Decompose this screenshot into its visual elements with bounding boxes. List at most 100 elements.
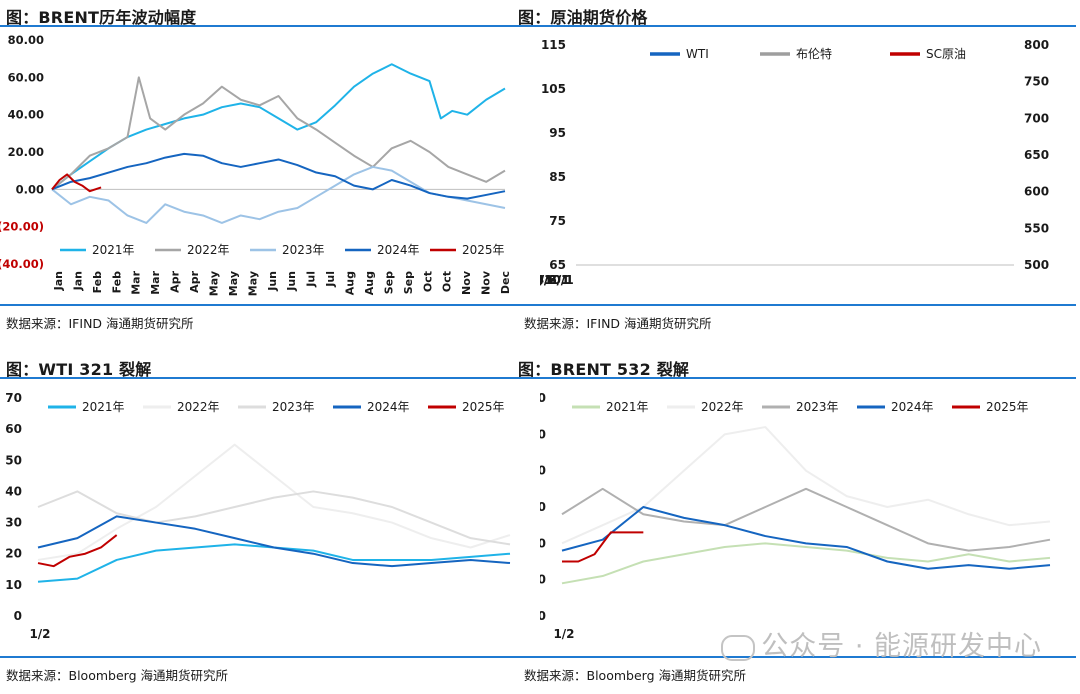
y-tick-label: 50 bbox=[540, 427, 546, 441]
y-tick-label: 40 bbox=[540, 464, 546, 478]
legend-label: 布伦特 bbox=[796, 46, 832, 61]
x-tick-label: 1/2 bbox=[29, 627, 50, 641]
series-line bbox=[561, 542, 1051, 585]
y-tick-label: 40.00 bbox=[8, 108, 44, 122]
y-tick-label: (20.00) bbox=[0, 220, 44, 234]
series-line bbox=[37, 515, 511, 568]
x-tick-label: May bbox=[246, 271, 259, 296]
title-rule bbox=[0, 377, 530, 379]
y-left-tick-label: 85 bbox=[549, 170, 566, 184]
legend-label: 2024年 bbox=[891, 400, 934, 414]
x-tick-label: Sep bbox=[382, 271, 395, 294]
source-text: 数据来源：IFIND 海通期货研究所 bbox=[6, 316, 194, 331]
x-tick-label: Jan bbox=[71, 271, 84, 291]
x-tick-label: Jun bbox=[285, 271, 298, 292]
y-left-tick-label: 75 bbox=[549, 214, 566, 228]
x-tick-label: Oct bbox=[421, 271, 434, 292]
y-left-tick-label: 65 bbox=[549, 258, 566, 272]
y-right-tick-label: 600 bbox=[1024, 185, 1049, 199]
brent-532-crack-chart: 60 50 40 30 20 10 0 1/2 2021年 2022年 2023年 2024年 2025… bbox=[540, 391, 1051, 641]
x-tick-label: May bbox=[227, 271, 240, 296]
legend-label: 2025年 bbox=[462, 243, 505, 257]
y-tick-label: 60.00 bbox=[8, 70, 44, 84]
x-tick-label: Feb bbox=[110, 271, 123, 294]
source-text: 数据来源：IFIND 海通期货研究所 bbox=[524, 316, 712, 331]
y-tick-label: 20 bbox=[5, 547, 22, 561]
series-line bbox=[561, 487, 1051, 552]
x-tick-label: Oct bbox=[441, 271, 454, 292]
x-tick-label: 2025/2/1 bbox=[540, 273, 569, 287]
y-tick-label: 80.00 bbox=[8, 33, 44, 47]
legend-label: 2025年 bbox=[462, 400, 505, 414]
series-line bbox=[51, 63, 506, 191]
y-tick-label: 20 bbox=[540, 536, 546, 550]
series-line bbox=[561, 426, 1051, 545]
y-left-tick-label: 105 bbox=[541, 82, 566, 96]
brent-532-crack-title: 图：BRENT 532 裂解 bbox=[518, 360, 690, 379]
legend-label: 2023年 bbox=[282, 243, 325, 257]
x-tick-label: Sep bbox=[402, 271, 415, 294]
source-text: 数据来源：Bloomberg 海通期货研究所 bbox=[524, 668, 746, 683]
x-tick-label: Aug bbox=[363, 271, 376, 295]
brent-volatility-chart: 80.00 60.00 40.00 20.00 0.00 (20.00) (40.00) Ja… bbox=[0, 33, 512, 296]
y-tick-label: 0.00 bbox=[16, 182, 44, 196]
y-tick-label: 30 bbox=[5, 516, 22, 530]
crude-futures-chart: 115 105 95 85 75 65 800 750 700 650 600 550 500 2023/… bbox=[540, 38, 1049, 287]
series-line bbox=[562, 531, 644, 563]
legend-label: 2022年 bbox=[701, 400, 744, 414]
x-tick-label: Jan bbox=[52, 271, 65, 291]
legend-label: 2021年 bbox=[92, 243, 135, 257]
x-tick-label: 2024/10/1 bbox=[540, 273, 574, 287]
wti-321-crack-panel: 图：WTI 321 裂解 70 60 50 40 30 20 10 0 1/2 2021年 2022… bbox=[0, 352, 540, 694]
source-rule bbox=[518, 304, 1076, 306]
series-line bbox=[51, 173, 102, 193]
y-right-tick-label: 650 bbox=[1024, 148, 1049, 162]
x-tick-label: Jun bbox=[266, 271, 279, 292]
y-left-tick-label: 95 bbox=[549, 126, 566, 140]
legend-label: 2022年 bbox=[187, 243, 230, 257]
legend-label: 2024年 bbox=[377, 243, 420, 257]
x-tick-label: Nov bbox=[460, 270, 473, 295]
x-tick-label: Jul bbox=[305, 271, 318, 288]
watermark-text: 公众号 · 能源研发中心 bbox=[761, 631, 1042, 662]
y-tick-label: 10 bbox=[5, 578, 22, 592]
x-tick-label: 1/2 bbox=[553, 627, 574, 641]
brent-532-crack-panel: 图：BRENT 532 裂解 60 50 40 30 20 10 0 1/2 2021年 2022… bbox=[518, 352, 1080, 694]
series-line bbox=[51, 152, 506, 200]
y-right-tick-label: 750 bbox=[1024, 75, 1049, 89]
x-tick-label: 2023/6/1 bbox=[540, 273, 569, 287]
source-text: 数据来源：Bloomberg 海通期货研究所 bbox=[6, 668, 228, 683]
watermark: 公众号 · 能源研发中心 bbox=[721, 624, 1042, 663]
y-right-tick-label: 700 bbox=[1024, 111, 1049, 125]
y-tick-label: (40.00) bbox=[0, 257, 44, 271]
y-tick-label: 10 bbox=[540, 573, 546, 587]
legend-label: 2021年 bbox=[606, 400, 649, 414]
title-rule bbox=[518, 25, 1076, 27]
series-line bbox=[37, 534, 118, 568]
brent-volatility-title: 图：BRENT历年波动幅度 bbox=[6, 8, 197, 27]
x-tick-label: Jul bbox=[324, 271, 337, 288]
x-tick-label: Dec bbox=[499, 271, 512, 294]
y-tick-label: 0 bbox=[540, 609, 546, 623]
legend-label: SC原油 bbox=[926, 47, 966, 61]
crude-futures-title: 图：原油期货价格 bbox=[518, 8, 648, 27]
title-rule bbox=[518, 377, 1076, 379]
series-line bbox=[51, 76, 506, 191]
x-tick-label: May bbox=[207, 271, 220, 296]
legend-label: WTI bbox=[686, 47, 709, 61]
wechat-icon bbox=[721, 634, 756, 661]
source-rule bbox=[518, 656, 1076, 658]
x-tick-label: Feb bbox=[91, 271, 104, 294]
wti-321-crack-chart: 70 60 50 40 30 20 10 0 1/2 2021年 2022年 2023年 2024年 20… bbox=[5, 391, 511, 641]
x-tick-label: Apr bbox=[169, 270, 182, 292]
x-tick-label: 2023/10/1 bbox=[540, 273, 574, 287]
legend-label: 2024年 bbox=[367, 400, 410, 414]
y-tick-label: 50 bbox=[5, 453, 22, 467]
series-line bbox=[561, 506, 1051, 570]
legend-label: 2023年 bbox=[272, 400, 315, 414]
y-right-tick-label: 800 bbox=[1024, 38, 1049, 52]
title-rule bbox=[0, 25, 530, 27]
x-tick-label: Apr bbox=[188, 270, 201, 292]
y-tick-label: 60 bbox=[5, 422, 22, 436]
y-tick-label: 60 bbox=[540, 391, 546, 405]
